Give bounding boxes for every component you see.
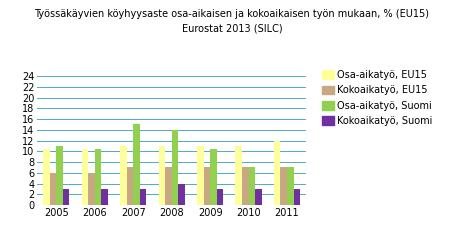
Bar xyxy=(216,189,223,205)
Bar xyxy=(242,167,248,205)
Bar xyxy=(43,149,50,205)
Bar xyxy=(235,146,242,205)
Text: Työssäkäyvien köyhyysaste osa-aikaisen ja kokoaikaisen työn mukaan, % (EU15)
Eur: Työssäkäyvien köyhyysaste osa-aikaisen j… xyxy=(34,9,429,33)
Bar xyxy=(133,124,139,205)
Bar xyxy=(203,167,210,205)
Bar xyxy=(63,189,69,205)
Bar xyxy=(126,167,133,205)
Bar xyxy=(273,140,280,205)
Bar xyxy=(50,173,56,205)
Legend: Osa-aikatyö, EU15, Kokoaikatyö, EU15, Osa-aikatyö, Suomi, Kokoaikatyö, Suomi: Osa-aikatyö, EU15, Kokoaikatyö, EU15, Os… xyxy=(321,70,432,126)
Bar xyxy=(94,149,101,205)
Bar xyxy=(165,167,171,205)
Bar xyxy=(178,184,184,205)
Bar xyxy=(293,189,300,205)
Bar xyxy=(56,146,63,205)
Bar xyxy=(197,146,203,205)
Bar xyxy=(255,189,261,205)
Bar xyxy=(88,173,94,205)
Bar xyxy=(158,146,165,205)
Bar xyxy=(171,130,178,205)
Bar xyxy=(210,149,216,205)
Bar xyxy=(101,189,107,205)
Bar xyxy=(248,167,255,205)
Bar xyxy=(139,189,146,205)
Bar xyxy=(120,146,126,205)
Bar xyxy=(81,149,88,205)
Bar xyxy=(287,167,293,205)
Bar xyxy=(280,167,287,205)
